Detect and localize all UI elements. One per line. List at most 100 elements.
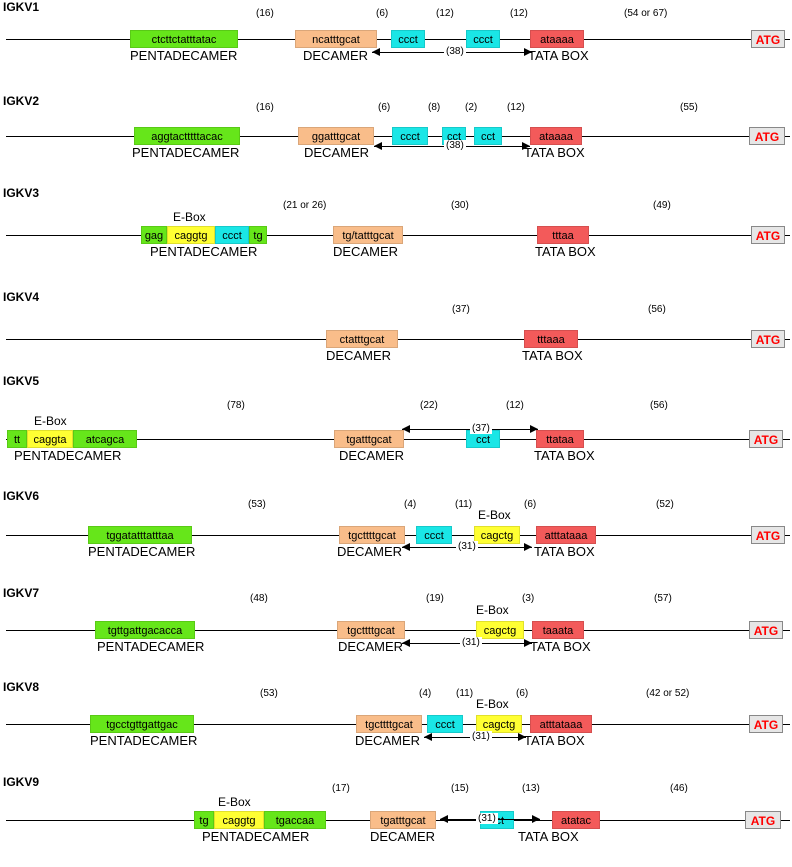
- tata-box: taaata: [532, 621, 584, 639]
- tata-box: ataaaa: [530, 30, 584, 48]
- spacer-length: (16): [256, 8, 274, 19]
- arrow-head-right: [524, 543, 532, 551]
- tata-box-label: TATA BOX: [534, 448, 595, 463]
- spacer-length: (13): [522, 783, 540, 794]
- arrow-head-left: [402, 543, 410, 551]
- spacer-length: (55): [680, 102, 698, 113]
- atg-start-codon: ATG: [749, 621, 783, 639]
- spacer-length: (6): [524, 499, 537, 510]
- pentadecamer-segment: tggatatttatttaa: [88, 526, 192, 544]
- span-length: (31): [470, 731, 492, 742]
- spacer-length: (53): [260, 688, 278, 699]
- decamer-label: DECAMER: [326, 348, 392, 363]
- decamer-label: DECAMER: [355, 733, 421, 748]
- pentadecamer-segment: ctcttctatttatac: [130, 30, 238, 48]
- spacer-length: (21 or 26): [283, 200, 327, 211]
- pentadecamer-segment: caggta: [27, 430, 73, 448]
- gene-name: IGKV6: [3, 489, 40, 503]
- spacer-length: (8): [428, 102, 441, 113]
- decamer-box: tgcttttgcat: [356, 715, 422, 733]
- spacer-length: (12): [506, 400, 524, 411]
- pentadecamer-segment: gag: [141, 226, 167, 244]
- pentadecamer-label: PENTADECAMER: [88, 544, 196, 559]
- spacer-length: (52): [656, 499, 674, 510]
- spacer-length: (12): [507, 102, 525, 113]
- spacer-length: (46): [670, 783, 688, 794]
- spacer-length: (4): [404, 499, 417, 510]
- arrow-head-left: [402, 425, 410, 433]
- tata-box-label: TATA BOX: [522, 348, 583, 363]
- arrow-head-left: [374, 142, 382, 150]
- span-arrow: (31): [402, 541, 532, 552]
- atg-start-codon: ATG: [751, 330, 785, 348]
- spacer-length: (15): [451, 783, 469, 794]
- decamer-label: DECAMER: [337, 544, 403, 559]
- atg-start-codon: ATG: [751, 226, 785, 244]
- spacer-length: (3): [522, 593, 535, 604]
- arrow-head-left: [424, 733, 432, 741]
- spacer-length: (4): [419, 688, 432, 699]
- arrow-head-right: [532, 815, 540, 823]
- pentadecamer-segment: caggtg: [167, 226, 215, 244]
- gene-name: IGKV4: [3, 290, 40, 304]
- atg-start-codon: ATG: [745, 811, 781, 829]
- span-arrow: (38): [374, 140, 530, 151]
- e-box-label: E-Box: [218, 795, 251, 809]
- pentadecamer-segment: tgaccaa: [264, 811, 326, 829]
- decamer-box: ctatttgcat: [326, 330, 398, 348]
- pentadecamer-segment: tgcctgttgattgac: [90, 715, 194, 733]
- pentadecamer-segment: caggtg: [214, 811, 264, 829]
- cct-motif-box: cct: [474, 127, 502, 145]
- gene-row: IGKV3 gag caggtg ccct tg PENTADECAMER E-Box tg/…: [0, 186, 792, 278]
- arrow-head-left: [440, 815, 448, 823]
- arrow-head-right: [524, 639, 532, 647]
- promoter-diagram: IGKV1 ctcttctatttatac PENTADECAMER ncatttgc…: [0, 0, 792, 844]
- decamer-label: DECAMER: [338, 639, 404, 654]
- gene-row: IGKV9 tg caggtg tgaccaa PENTADECAMER E-Box tga…: [0, 775, 792, 867]
- span-arrow: (31): [424, 731, 526, 742]
- spacer-length: (22): [420, 400, 438, 411]
- arrow-head-right: [518, 733, 526, 741]
- e-box-label: E-Box: [478, 508, 511, 522]
- cct-motif-box: cct: [466, 430, 500, 448]
- atg-start-codon: ATG: [751, 526, 785, 544]
- gene-row: IGKV4 ctatttgcat DECAMER tttaaa TATA BOX (37)…: [0, 290, 792, 382]
- pentadecamer-segment: tgttgattgacacca: [95, 621, 195, 639]
- gene-row: IGKV6 tggatatttatttaa PENTADECAMER tgcttttg…: [0, 489, 792, 581]
- pentadecamer-label: PENTADECAMER: [90, 733, 198, 748]
- atg-start-codon: ATG: [751, 30, 785, 48]
- tata-box: atatac: [552, 811, 600, 829]
- e-box-label: E-Box: [173, 210, 206, 224]
- spacer-length: (12): [510, 8, 528, 19]
- decamer-box: tgcttttgcat: [339, 526, 405, 544]
- pentadecamer-segment: tg: [194, 811, 214, 829]
- decamer-label: DECAMER: [339, 448, 405, 463]
- gene-row: IGKV7 tgttgattgacacca PENTADECAMER tgcttttg…: [0, 586, 792, 678]
- cct-motif-box: ccct: [391, 30, 425, 48]
- decamer-box: ncatttgcat: [295, 30, 377, 48]
- spacer-length: (11): [455, 499, 473, 510]
- tata-box-label: TATA BOX: [530, 639, 591, 654]
- pentadecamer-label: PENTADECAMER: [97, 639, 205, 654]
- tata-box-label: TATA BOX: [524, 145, 585, 160]
- decamer-box: ggatttgcat: [298, 127, 374, 145]
- span-length: (31): [476, 813, 498, 824]
- gene-name: IGKV2: [3, 94, 40, 108]
- decamer-label: DECAMER: [333, 244, 399, 259]
- pentadecamer-segment: ccct: [215, 226, 249, 244]
- e-box-label: E-Box: [476, 697, 509, 711]
- cct-motif-box: ccct: [392, 127, 428, 145]
- span-length: (37): [470, 423, 492, 434]
- cct-motif-box: ccct: [416, 526, 452, 544]
- gene-name: IGKV3: [3, 186, 40, 200]
- spacer-length: (48): [250, 593, 268, 604]
- tata-box-label: TATA BOX: [518, 829, 579, 844]
- spacer-length: (53): [248, 499, 266, 510]
- tata-box-label: TATA BOX: [535, 244, 596, 259]
- gene-row: IGKV1 ctcttctatttatac PENTADECAMER ncatttgc…: [0, 0, 792, 92]
- arrow-head-right: [530, 425, 538, 433]
- pentadecamer-label: PENTADECAMER: [132, 145, 240, 160]
- arrow-head-left: [402, 639, 410, 647]
- spacer-length: (11): [456, 688, 474, 699]
- arrow-head-left: [372, 48, 380, 56]
